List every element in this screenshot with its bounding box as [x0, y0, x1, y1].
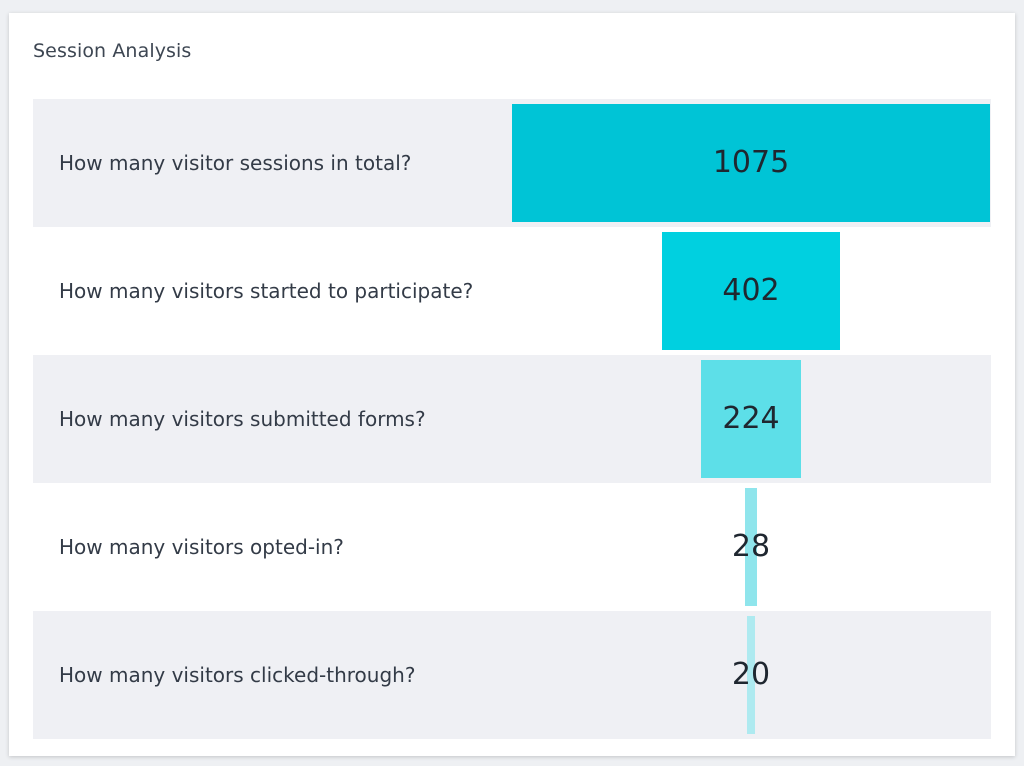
funnel-row: How many visitors submitted forms? 224 — [33, 355, 991, 483]
funnel-bar-value: 224 — [722, 401, 780, 436]
funnel-row: How many visitors opted-in? 28 — [33, 483, 991, 611]
funnel-row-label: How many visitors clicked-through? — [59, 663, 416, 687]
funnel-bar-value: 1075 — [712, 145, 790, 180]
funnel-row-label: How many visitor sessions in total? — [59, 151, 412, 175]
funnel-bar — [744, 488, 758, 606]
card-title: Session Analysis — [33, 40, 192, 62]
funnel-bar-value: 402 — [722, 273, 780, 308]
funnel-row-label: How many visitors submitted forms? — [59, 407, 426, 431]
funnel-bar-value: 20 — [731, 657, 771, 692]
funnel-row-label: How many visitors opted-in? — [59, 535, 344, 559]
funnel-chart: How many visitor sessions in total? 1075 H… — [33, 99, 991, 739]
funnel-bar — [701, 360, 801, 478]
funnel-row: How many visitors clicked-through? 20 — [33, 611, 991, 739]
funnel-bar — [512, 104, 990, 222]
funnel-row-label: How many visitors started to participate… — [59, 279, 474, 303]
funnel-row: How many visitor sessions in total? 1075 — [33, 99, 991, 227]
funnel-bar — [661, 232, 841, 350]
session-analysis-card: Session Analysis How many visitor sessio… — [9, 13, 1015, 756]
funnel-bar — [746, 616, 756, 734]
funnel-bar-value: 28 — [731, 529, 771, 564]
funnel-row: How many visitors started to participate… — [33, 227, 991, 355]
